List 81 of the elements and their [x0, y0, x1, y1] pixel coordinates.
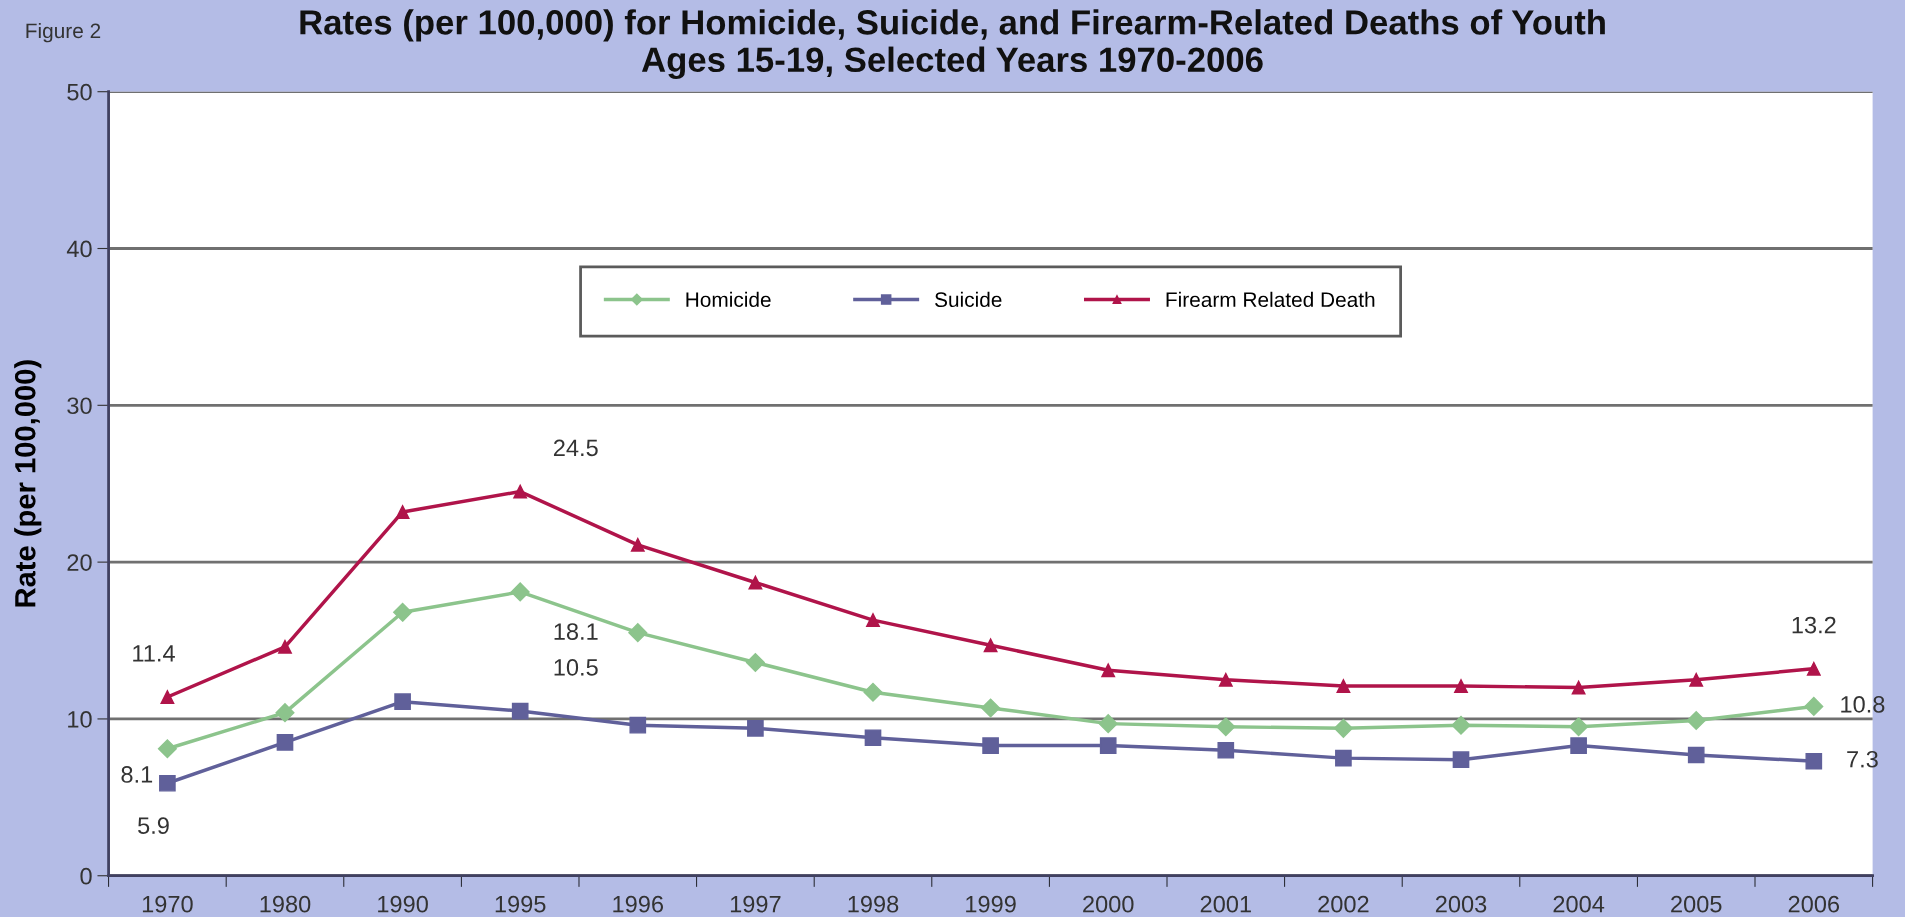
point: [629, 716, 647, 734]
point: [1805, 752, 1823, 770]
caption: Figure 2: [26, 22, 101, 43]
point: [394, 693, 411, 711]
point: [748, 575, 763, 590]
point: [157, 739, 177, 759]
point: [395, 504, 410, 519]
data-label: 10.5: [554, 659, 598, 676]
point: [1099, 737, 1117, 754]
point: [866, 613, 880, 628]
x-tick-label: 2005: [1671, 895, 1722, 913]
legend-label: Suicide: [935, 291, 1002, 308]
point: [747, 720, 764, 737]
point: [1218, 672, 1233, 687]
point: [1806, 661, 1821, 676]
point: [628, 623, 648, 643]
point: [1452, 751, 1470, 769]
data-label: 13.2: [1792, 616, 1836, 634]
point: [1216, 717, 1236, 737]
legend-label: Homicide: [686, 291, 771, 308]
point: [1217, 741, 1235, 759]
x-tick-label: 1996: [613, 895, 664, 913]
point: [982, 737, 999, 754]
point: [1454, 679, 1468, 693]
point: [276, 734, 294, 751]
point: [1687, 746, 1705, 764]
data-label: 10.8: [1841, 696, 1885, 713]
x-tick-label: 1980: [260, 895, 311, 913]
x-tick-label: 1997: [730, 895, 781, 913]
y-axis-title: Rate (per 100,000): [14, 360, 42, 607]
point: [275, 703, 295, 723]
x-tick-label: 1990: [378, 895, 428, 913]
x-tick-label: 2004: [1553, 895, 1605, 913]
y-tick-label: 40: [66, 240, 92, 258]
x-tick-label: 2003: [1435, 895, 1487, 913]
y-tick-label: 10: [68, 711, 92, 728]
point: [863, 682, 883, 702]
legend-label: Firearm Related Death: [1166, 291, 1375, 308]
point: [1336, 679, 1351, 693]
point: [1333, 718, 1353, 738]
x-tick-label: 2001: [1200, 895, 1251, 913]
x-tick-label: 1995: [495, 895, 546, 913]
x-tick-label: 1970: [142, 895, 193, 913]
data-label: 5.9: [138, 817, 169, 834]
point: [1689, 672, 1704, 687]
x-tick-label: 1998: [848, 895, 899, 913]
point: [1686, 710, 1706, 731]
point: [983, 638, 998, 653]
data-label: 7.3: [1847, 750, 1878, 768]
x-tick-label: 2000: [1083, 895, 1134, 913]
point: [630, 537, 645, 552]
point: [1451, 715, 1471, 735]
point: [981, 698, 1001, 718]
point: [1098, 714, 1118, 734]
x-tick-label: 2002: [1318, 895, 1369, 913]
y-tick-label: 30: [67, 397, 92, 415]
y-tick-label: 0: [80, 867, 92, 885]
point: [1335, 749, 1352, 767]
point: [511, 702, 529, 720]
point: [745, 652, 765, 673]
point: [159, 774, 176, 792]
point: [1804, 696, 1824, 716]
point: [864, 729, 882, 747]
point: [1569, 717, 1589, 737]
x-tick-label: 2006: [1788, 895, 1840, 913]
point: [510, 582, 530, 602]
data-label: 11.4: [133, 645, 175, 662]
point: [1101, 663, 1116, 678]
point: [160, 690, 175, 704]
x-tick-label: 1999: [966, 895, 1016, 913]
chart-title: Rates (per 100,000) for Homicide, Suicide, and Firearm-Related Deaths of Youth Ages 15-19, Selected Years 1970-2006: [300, 9, 1605, 80]
point: [278, 639, 292, 654]
data-label: 8.1: [121, 766, 153, 783]
data-label: 18.1: [554, 623, 598, 640]
point: [513, 484, 528, 499]
y-tick-label: 50: [67, 83, 92, 101]
data-label: 24.5: [553, 439, 598, 457]
point: [1570, 737, 1587, 754]
point: [393, 602, 413, 622]
point: [1571, 680, 1586, 695]
y-tick-label: 20: [67, 554, 92, 571]
